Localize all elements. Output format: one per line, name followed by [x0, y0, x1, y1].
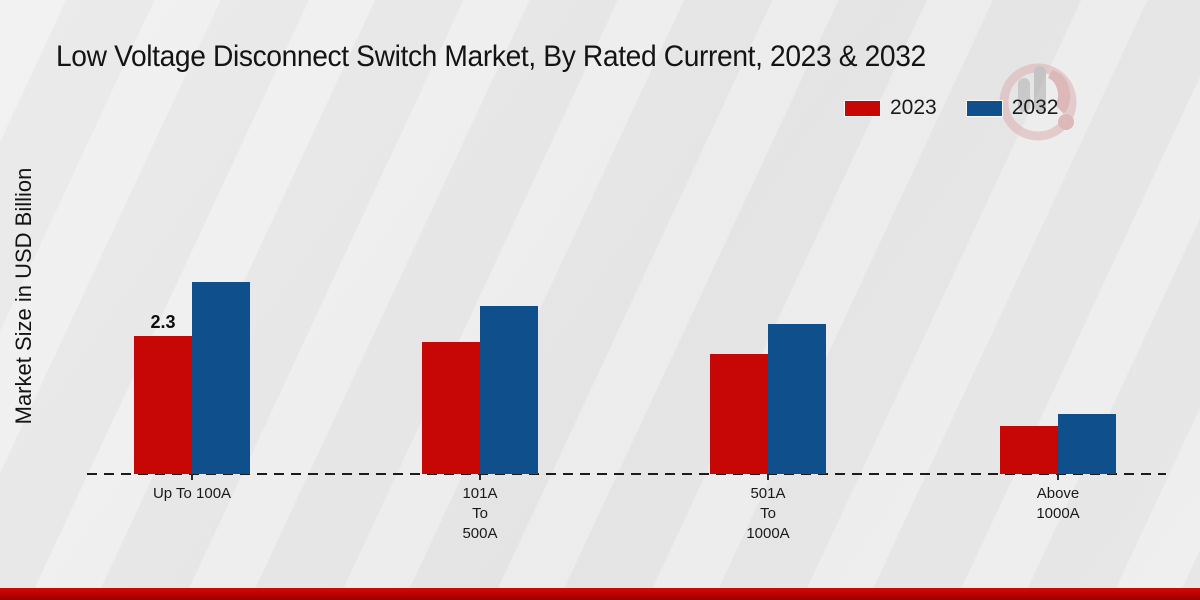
bar-2023-up-to-100a: [134, 336, 192, 474]
bar-2032-501a-to-1000a: [768, 324, 826, 474]
x-axis-category-label: 101A To 500A: [462, 485, 498, 542]
bar-2023-501a-to-1000a: [710, 354, 768, 474]
x-axis-tick: [1057, 475, 1059, 480]
legend-item-2023: 2023: [845, 96, 937, 120]
x-axis-baseline: [87, 473, 1166, 475]
market-research-watermark-logo: [992, 52, 1088, 153]
bar-2032-up-to-100a: [192, 282, 250, 474]
legend-label-2023: 2023: [890, 96, 937, 119]
x-axis-category-label: Up To 100A: [152, 485, 232, 502]
bar-2032-101a-to-500a: [480, 306, 538, 474]
x-axis-category-label: 501A To 1000A: [746, 485, 790, 542]
bar-value-label: 2.3: [150, 312, 176, 332]
x-axis-tick: [767, 475, 769, 480]
legend: 2023 2032: [845, 96, 1058, 120]
bar-2023-101a-to-500a: [422, 342, 480, 474]
bottom-accent-bar: [0, 588, 1200, 600]
legend-label-2032: 2032: [1011, 96, 1059, 119]
chart-title: Low Voltage Disconnect Switch Market, By…: [56, 40, 926, 73]
x-axis-tick: [191, 475, 193, 480]
x-axis-category-label: Above 1000A: [1036, 485, 1080, 522]
legend-item-2032: 2032: [966, 96, 1059, 120]
bar-2032-above-1000a: [1058, 414, 1116, 474]
bar-2023-above-1000a: [1000, 426, 1058, 474]
legend-swatch-2032: [966, 100, 1002, 116]
legend-swatch-2023: [845, 100, 880, 116]
x-axis-tick: [479, 475, 481, 480]
